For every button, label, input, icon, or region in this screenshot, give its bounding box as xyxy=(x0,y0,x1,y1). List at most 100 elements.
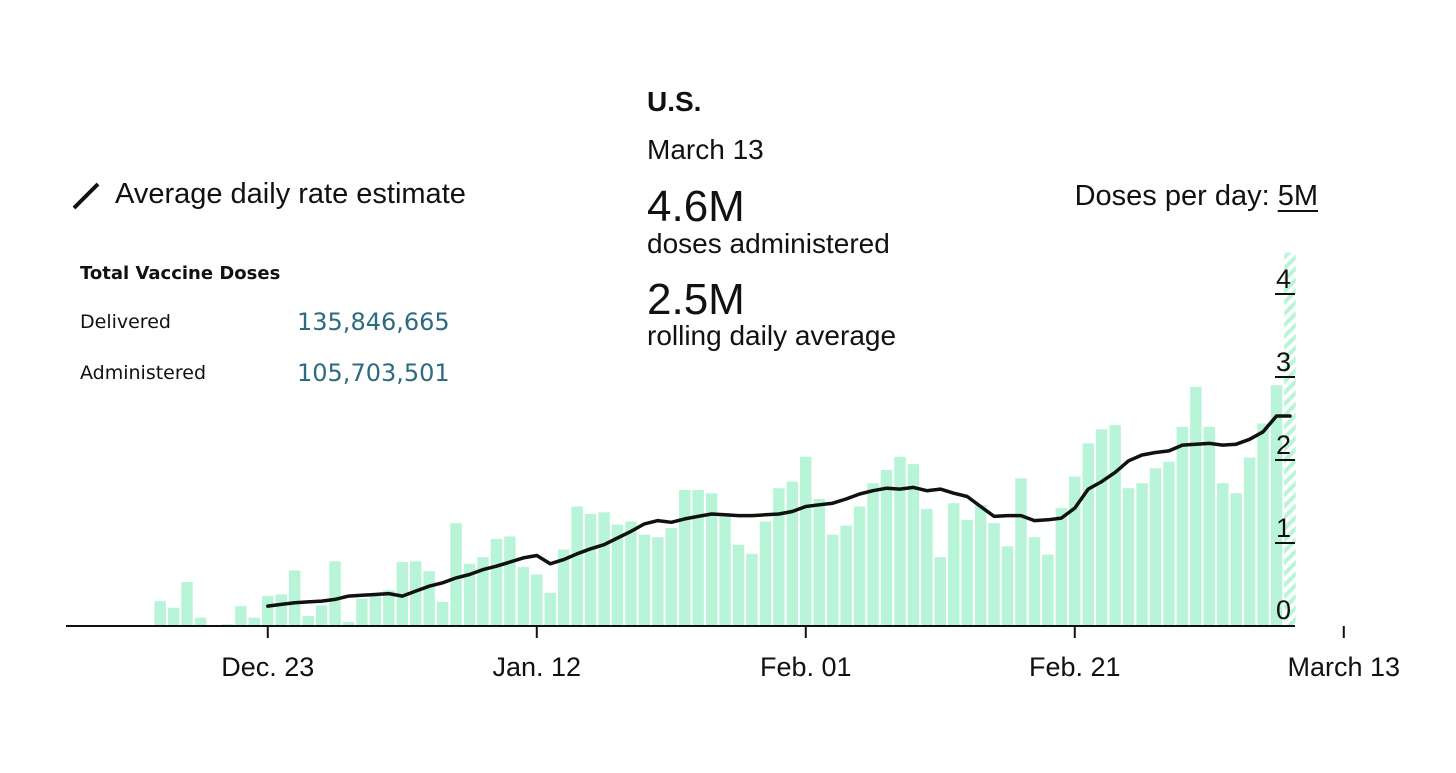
y-unit-label: Doses per day: 5M xyxy=(1074,180,1318,212)
readout-date: March 13 xyxy=(647,134,764,165)
bar xyxy=(181,582,193,626)
bar xyxy=(1015,478,1027,626)
bar xyxy=(531,574,543,626)
bar xyxy=(248,617,261,626)
x-tick-label: Dec. 23 xyxy=(221,652,314,682)
bar xyxy=(342,621,355,626)
bar xyxy=(934,557,946,626)
bar xyxy=(329,561,341,626)
bar xyxy=(383,590,395,626)
bar xyxy=(1122,488,1135,626)
x-tick-label: March 13 xyxy=(1287,652,1400,682)
bar xyxy=(396,562,408,626)
bar xyxy=(557,549,570,626)
bar xyxy=(894,456,906,626)
bar xyxy=(692,489,704,626)
bar xyxy=(988,523,1000,626)
delivered-label: Delivered xyxy=(80,311,171,333)
bar xyxy=(571,506,583,626)
bar xyxy=(1069,476,1081,626)
y-tick-label: 1 xyxy=(1276,513,1291,543)
bar xyxy=(786,481,799,626)
bar xyxy=(275,594,287,626)
bar xyxy=(867,483,879,626)
bar xyxy=(1055,508,1068,626)
bar xyxy=(463,563,476,627)
bar xyxy=(705,493,718,626)
x-tick-label: Feb. 01 xyxy=(760,652,852,682)
bar xyxy=(1109,425,1121,626)
bar xyxy=(194,617,207,626)
y-top-label: 5M xyxy=(1277,180,1318,212)
doses-value: 4.6M xyxy=(647,182,745,231)
bar xyxy=(961,519,973,626)
bar xyxy=(450,523,462,626)
bar xyxy=(826,534,839,626)
bar xyxy=(1028,537,1041,626)
bar xyxy=(921,509,933,626)
bar xyxy=(719,514,731,626)
bar xyxy=(652,537,664,626)
bar xyxy=(167,607,180,626)
bar xyxy=(611,524,624,626)
bar xyxy=(356,598,368,626)
bar xyxy=(410,561,422,626)
bar xyxy=(517,567,530,626)
y-tick-label: 4 xyxy=(1276,264,1291,294)
bar xyxy=(638,534,651,626)
bar xyxy=(907,464,920,626)
bar xyxy=(759,521,772,626)
administered-label: Administered xyxy=(80,362,207,384)
bar xyxy=(1190,387,1202,626)
bar xyxy=(679,489,691,626)
x-tick-label: Jan. 12 xyxy=(492,652,581,682)
bar xyxy=(1243,457,1256,626)
bar xyxy=(853,506,866,626)
bar xyxy=(665,528,677,626)
bar xyxy=(1149,468,1162,626)
bar xyxy=(490,538,503,626)
bar-estimated xyxy=(1284,252,1296,626)
y-tick-label: 2 xyxy=(1276,430,1291,460)
bar xyxy=(315,605,328,627)
y-tick-label: 3 xyxy=(1276,347,1291,377)
bar xyxy=(840,525,852,626)
bar xyxy=(262,596,274,626)
bar xyxy=(598,512,610,626)
bar xyxy=(423,571,435,626)
bar xyxy=(1217,483,1229,626)
bar xyxy=(1257,423,1269,626)
bar xyxy=(302,616,314,626)
bar xyxy=(436,601,449,626)
bar xyxy=(773,488,785,626)
bar xyxy=(1136,483,1148,626)
average-line xyxy=(266,414,1292,608)
bar xyxy=(1203,426,1215,626)
legend-line-icon xyxy=(72,182,100,210)
doses-label: doses administered xyxy=(647,228,890,259)
bar xyxy=(544,592,556,626)
y-tick-label: 0 xyxy=(1276,595,1291,625)
bar xyxy=(1082,443,1094,626)
delivered-value: 135,846,665 xyxy=(297,308,450,336)
bar xyxy=(504,536,516,626)
bar xyxy=(369,596,382,626)
readout-region: U.S. xyxy=(647,86,702,117)
bar xyxy=(948,503,960,626)
bar xyxy=(235,606,247,626)
bar xyxy=(974,504,987,626)
bar xyxy=(800,456,812,626)
bar xyxy=(1230,493,1242,626)
bar xyxy=(154,601,166,626)
administered-value: 105,703,501 xyxy=(297,359,450,387)
bar xyxy=(477,557,489,626)
x-tick-label: Feb. 21 xyxy=(1029,652,1121,682)
bar xyxy=(746,553,758,626)
avg-label: rolling daily average xyxy=(647,320,897,351)
avg-value: 2.5M xyxy=(647,275,745,324)
bar xyxy=(1270,385,1283,626)
bar xyxy=(813,499,825,626)
bar xyxy=(1001,546,1014,626)
bar xyxy=(1163,461,1175,626)
